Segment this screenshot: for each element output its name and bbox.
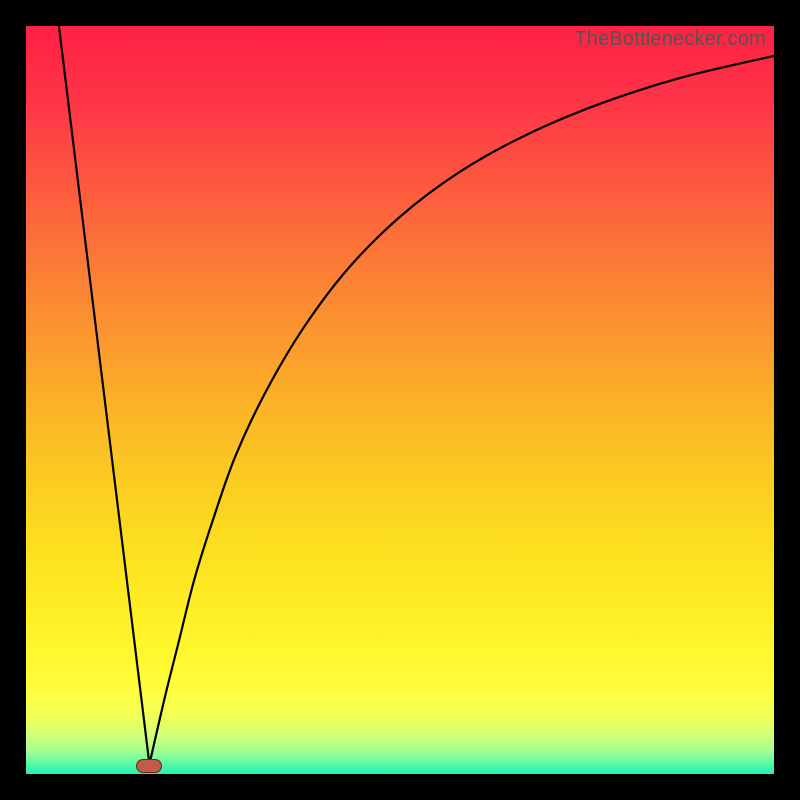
optimum-marker xyxy=(136,759,162,773)
plot-area: TheBottlenecker.com xyxy=(26,26,774,774)
chart-frame: TheBottlenecker.com xyxy=(0,0,800,800)
watermark-label: TheBottlenecker.com xyxy=(574,28,766,51)
bottleneck-curve xyxy=(26,26,774,774)
